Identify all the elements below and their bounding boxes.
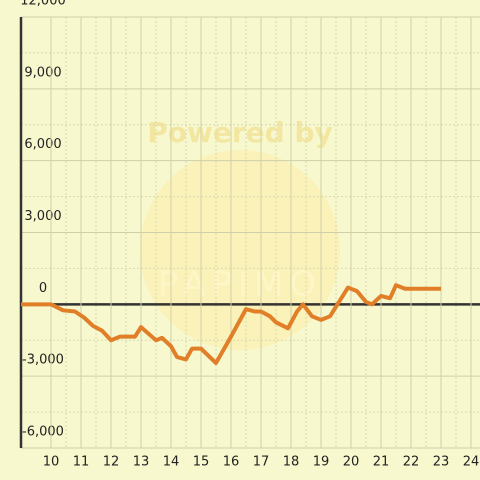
x-tick-label: 18 xyxy=(283,455,300,470)
x-tick-label: 11 xyxy=(73,455,90,470)
x-tick-label: 15 xyxy=(193,455,210,470)
x-tick-label: 19 xyxy=(313,455,330,470)
watermark-disc xyxy=(140,150,340,350)
data-line xyxy=(21,283,441,365)
x-tick-label: 21 xyxy=(373,455,390,470)
y-tick-label: 6,000 xyxy=(24,137,61,152)
watermark: PAPIMO xyxy=(158,265,322,305)
x-tick-label: 10 xyxy=(43,455,60,470)
x-tick-label: 13 xyxy=(133,455,150,470)
y-tick-label: 12,000 xyxy=(20,0,66,9)
y-tick-label: 0 xyxy=(39,281,47,296)
watermark: Powered by xyxy=(147,116,333,149)
y-tick-label: -6,000 xyxy=(22,425,64,440)
y-tick-label: 3,000 xyxy=(24,209,61,224)
y-tick-label: 9,000 xyxy=(24,65,61,80)
x-tick-label: 22 xyxy=(403,455,420,470)
y-tick-label: -3,000 xyxy=(22,353,64,368)
x-tick-label: 14 xyxy=(163,455,180,470)
x-tick-label: 24 xyxy=(463,455,480,470)
x-tick-label: 17 xyxy=(253,455,270,470)
x-tick-label: 16 xyxy=(223,455,240,470)
x-tick-label: 20 xyxy=(343,455,360,470)
x-tick-label: 23 xyxy=(433,455,450,470)
x-tick-label: 12 xyxy=(103,455,120,470)
